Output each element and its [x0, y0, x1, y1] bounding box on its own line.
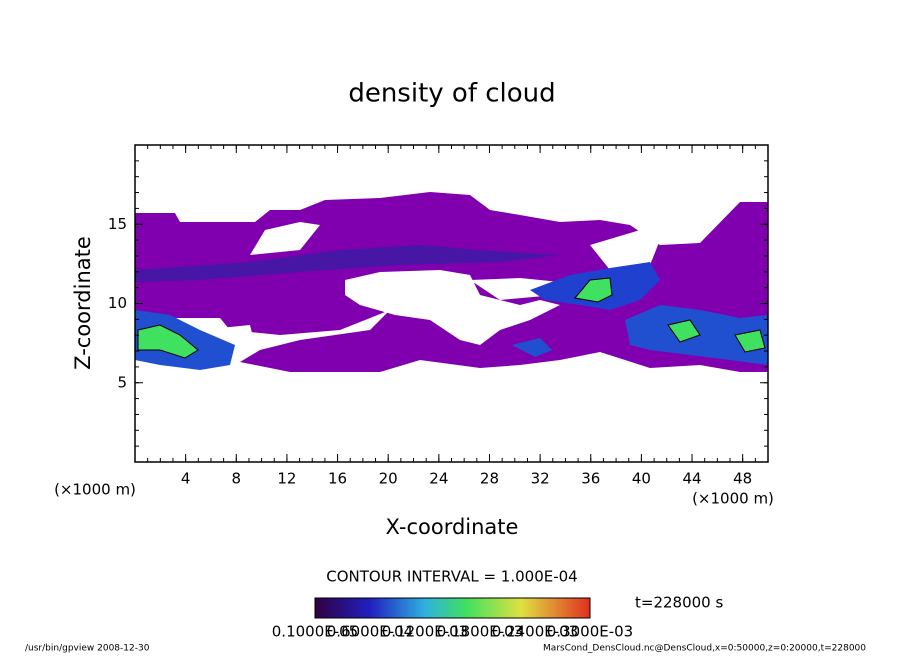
- colorbar-label: 0.1200E-03: [382, 623, 468, 641]
- chart-title: density of cloud: [348, 79, 555, 109]
- y-tick-label: 15: [108, 215, 127, 233]
- x-tick-label: 12: [277, 470, 296, 488]
- colorbar-label: 0.3000E-03: [547, 623, 633, 641]
- footer-right: MarsCond_DensCloud.nc@DensCloud,x=0:5000…: [543, 644, 866, 654]
- y-tick-label: 5: [117, 373, 127, 391]
- x-axis-label: X-coordinate: [386, 515, 519, 539]
- colorbar: [314, 597, 591, 619]
- x-tick-label: 48: [733, 470, 752, 488]
- x-tick-label: 44: [682, 470, 701, 488]
- time-label: t=228000 s: [635, 594, 723, 612]
- x-tick-label: 36: [581, 470, 600, 488]
- x-unit: (×1000 m): [54, 481, 136, 499]
- x-tick-label: 40: [632, 470, 651, 488]
- colorbar-label: 0.1000E-05: [272, 623, 358, 641]
- x-tick-label: 32: [531, 470, 550, 488]
- x-tick-label: 20: [379, 470, 398, 488]
- colorbar-label: 0.1800E-03: [437, 623, 523, 641]
- y-unit: (×1000 m): [692, 490, 774, 508]
- x-tick-label: 16: [328, 470, 347, 488]
- y-tick-label: 10: [108, 294, 127, 312]
- footer-left: /usr/bin/gpview 2008-12-30: [25, 644, 150, 654]
- x-tick-label: 24: [429, 470, 448, 488]
- colorbar-label: 0.6000E-04: [327, 623, 413, 641]
- y-axis-label: Z-coordinate: [71, 236, 95, 370]
- x-tick-label: 28: [480, 470, 499, 488]
- x-tick-label: 8: [232, 470, 242, 488]
- contour-field: [135, 192, 768, 462]
- x-tick-label: 4: [181, 470, 191, 488]
- colorbar-label: 0.2400E-03: [492, 623, 578, 641]
- contour-interval: CONTOUR INTERVAL = 1.000E-04: [326, 568, 577, 586]
